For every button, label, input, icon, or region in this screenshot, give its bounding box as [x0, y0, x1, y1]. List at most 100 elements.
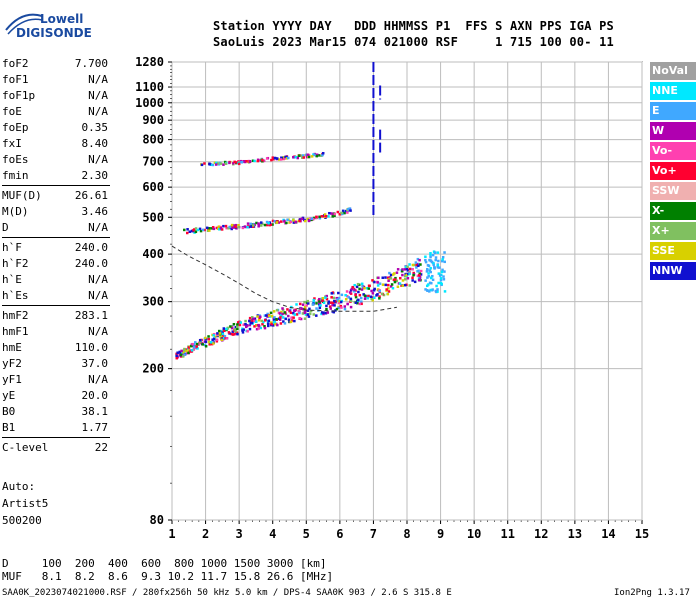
echo-point: [415, 263, 418, 267]
echo-point: [337, 296, 341, 300]
param-row: foF1 N/A: [2, 72, 108, 88]
param-name: D: [2, 221, 9, 234]
muf-distance-table: D 100 200 400 600 800 1000 1500 3000 [km…: [2, 557, 333, 583]
echo-point: [214, 163, 218, 166]
echo-point: [230, 326, 234, 330]
echo-point: [272, 321, 276, 325]
echo-point: [404, 265, 408, 269]
echo-point: [393, 278, 397, 281]
echo-point: [307, 219, 311, 223]
echo-point: [412, 263, 416, 267]
echo-point: [206, 227, 210, 231]
echo-point: [223, 335, 227, 338]
echo-point: [263, 223, 267, 227]
param-value: N/A: [88, 373, 108, 386]
echo-point: [271, 219, 275, 223]
echo-point: [362, 293, 365, 296]
echo-point: [319, 304, 322, 307]
echo-point: [392, 273, 395, 276]
param-value: 22: [94, 441, 108, 454]
echo-point: [192, 343, 196, 346]
echo-point: [325, 304, 328, 308]
echo-point: [343, 211, 346, 215]
echo-point: [338, 299, 341, 303]
echo-point: [341, 209, 345, 213]
autoscaler-name: Artist5: [2, 497, 49, 510]
echo-point: [296, 156, 300, 160]
echo-point: [412, 271, 415, 275]
echo-point: [284, 317, 287, 321]
echo-point: [328, 211, 331, 215]
echo-point: [396, 285, 400, 288]
echo-point: [335, 296, 339, 300]
echo-point: [185, 349, 188, 353]
echo-point: [367, 294, 370, 298]
echo-point: [381, 283, 385, 286]
param-value: N/A: [88, 221, 108, 234]
logo-lowell-text: Lowell: [40, 12, 84, 26]
echo-point: [252, 319, 256, 323]
echo-point: [304, 309, 307, 313]
echo-point: [435, 284, 438, 288]
echo-point: [208, 227, 211, 230]
echo-point: [424, 288, 427, 291]
echo-point: [237, 162, 241, 166]
echo-point: [349, 297, 353, 301]
echo-point: [322, 311, 325, 315]
echo-point: [440, 259, 444, 263]
echo-point: [417, 262, 420, 266]
y-tick-label: 1000: [135, 96, 164, 110]
echo-point: [378, 297, 381, 300]
echo-point: [198, 340, 202, 344]
echo-point: [257, 327, 260, 330]
echo-point: [443, 251, 446, 254]
echo-point: [407, 272, 410, 276]
echo-point: [386, 292, 390, 296]
echo-point: [260, 221, 263, 224]
echo-point: [440, 270, 444, 274]
echo-point: [243, 225, 247, 228]
echo-point: [257, 222, 260, 225]
echo-point: [217, 329, 221, 333]
echo-point: [331, 213, 335, 217]
echo-point: [183, 347, 186, 351]
echo-point: [429, 267, 432, 270]
echo-point: [288, 309, 291, 313]
echo-point: [220, 337, 224, 340]
echo-point: [253, 223, 256, 227]
echo-point: [428, 258, 431, 262]
echo-point: [361, 285, 364, 288]
echo-point: [263, 314, 267, 317]
echo-point: [292, 221, 296, 224]
param-row: MUF(D) 26.61: [2, 188, 108, 204]
echo-point: [371, 292, 375, 295]
echo-point: [378, 282, 382, 285]
legend-item-xminus: X-: [650, 202, 696, 220]
echo-point: [228, 225, 232, 229]
echo-point: [265, 157, 269, 160]
echo-point: [318, 297, 321, 301]
echo-point: [192, 346, 196, 349]
legend-item-xplus: X+: [650, 222, 696, 240]
param-row: hmF1 N/A: [2, 324, 108, 340]
echo-point: [294, 155, 297, 159]
echo-point: [418, 272, 422, 275]
x-tick-label: 14: [601, 527, 615, 541]
y-tick-label: 800: [142, 133, 164, 147]
echo-point: [263, 319, 267, 322]
param-value: N/A: [88, 153, 108, 166]
param-name: yE: [2, 389, 16, 402]
echo-point: [411, 268, 414, 271]
param-name: fmin: [2, 169, 29, 182]
echo-point: [295, 313, 299, 316]
echo-point: [277, 317, 281, 320]
echo-point: [413, 280, 417, 284]
echo-point: [408, 263, 411, 266]
echo-point: [249, 222, 252, 226]
echo-point: [248, 327, 252, 331]
echo-point: [204, 336, 207, 340]
echo-point: [434, 256, 438, 259]
echo-point: [298, 219, 301, 223]
echo-point: [246, 330, 249, 333]
echo-point: [236, 327, 239, 331]
